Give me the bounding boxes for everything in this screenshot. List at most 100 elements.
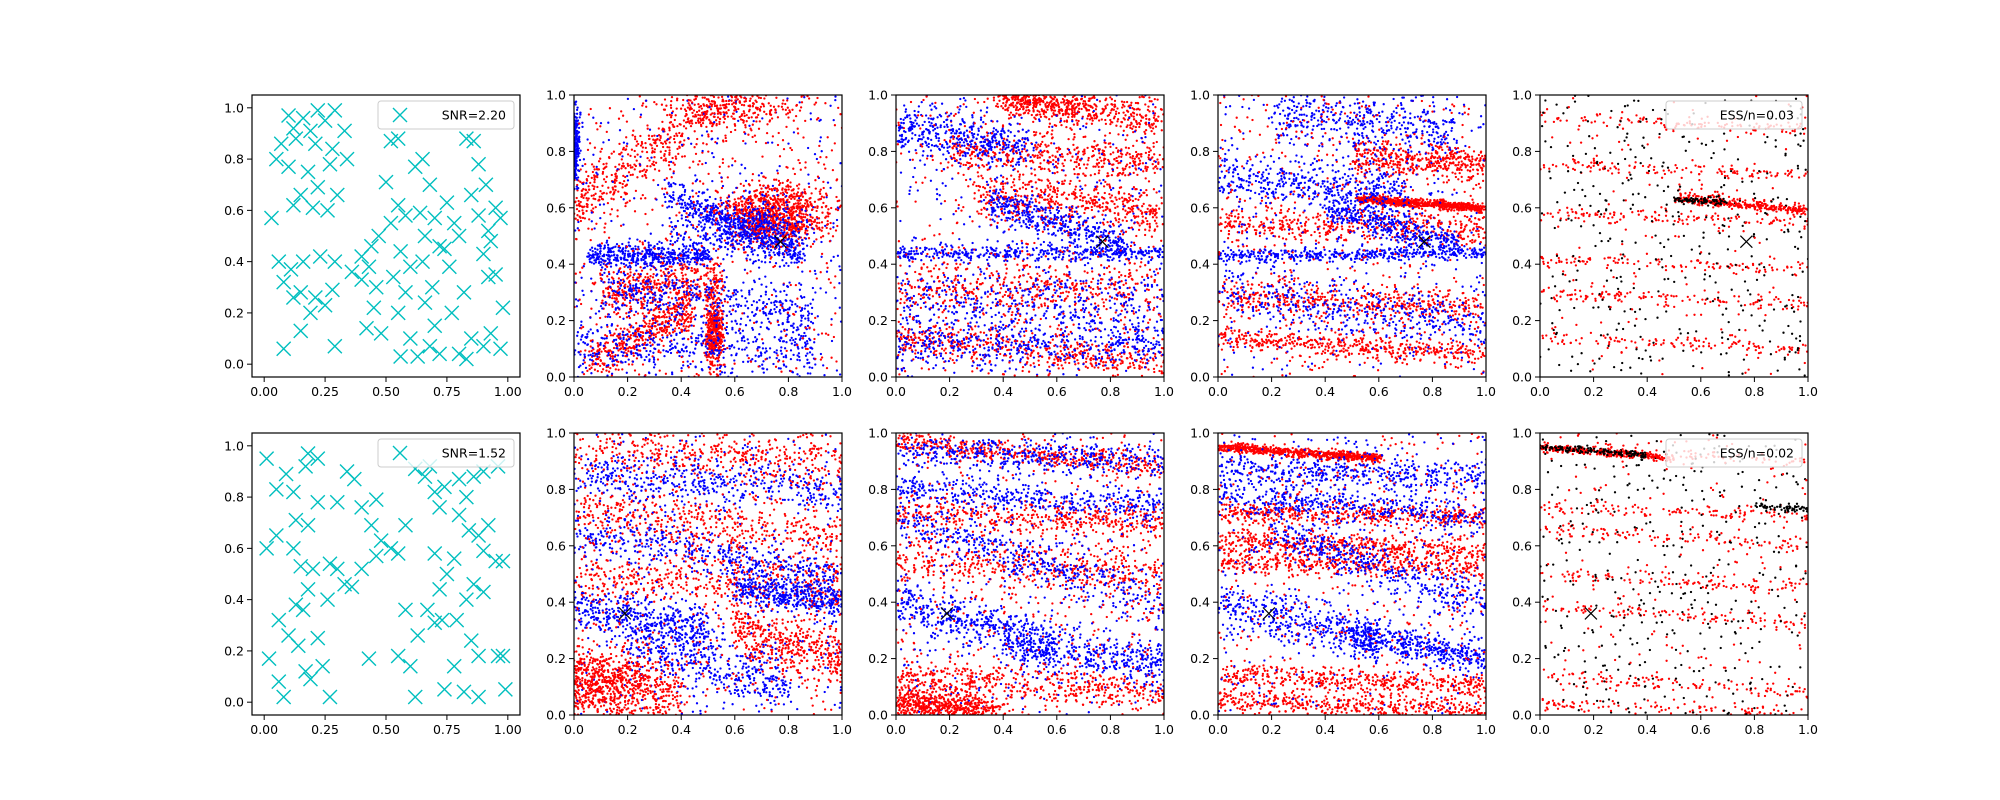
scatter-point bbox=[720, 176, 723, 179]
scatter-point bbox=[652, 293, 655, 296]
scatter-point bbox=[639, 115, 642, 119]
scatter-point bbox=[713, 120, 716, 124]
scatter-point bbox=[724, 136, 727, 140]
scatter-point bbox=[669, 344, 672, 348]
x-marker bbox=[424, 279, 440, 295]
scatter-point bbox=[745, 120, 748, 123]
scatter-point bbox=[645, 286, 648, 289]
scatter-point bbox=[655, 328, 659, 331]
scatter-point bbox=[650, 332, 654, 335]
scatter-point bbox=[746, 307, 750, 310]
scatter-point bbox=[603, 362, 606, 365]
scatter-point bbox=[680, 214, 683, 217]
scatter-point bbox=[677, 303, 680, 306]
scatter-point bbox=[613, 332, 616, 335]
scatter-point bbox=[680, 203, 684, 206]
scatter-point bbox=[611, 305, 614, 308]
scatter-point bbox=[667, 182, 670, 186]
scatter-point bbox=[707, 366, 710, 369]
scatter-point bbox=[667, 278, 670, 281]
scatter-point bbox=[709, 120, 712, 123]
scatter-point bbox=[652, 336, 655, 340]
scatter-point bbox=[650, 262, 653, 265]
scatter-point bbox=[735, 322, 739, 325]
scatter-point bbox=[662, 271, 665, 274]
scatter-point bbox=[578, 271, 582, 274]
scatter-point bbox=[835, 360, 838, 363]
scatter-point bbox=[822, 180, 825, 184]
scatter-point bbox=[633, 149, 636, 153]
scatter-point bbox=[575, 196, 578, 200]
scatter-point bbox=[696, 202, 699, 205]
scatter-point bbox=[678, 354, 681, 358]
scatter-point bbox=[714, 189, 717, 192]
scatter-point bbox=[669, 168, 672, 171]
scatter-point bbox=[589, 353, 592, 357]
scatter-point bbox=[679, 260, 682, 263]
scatter-point bbox=[680, 319, 683, 322]
scatter-point bbox=[649, 275, 652, 278]
scatter-point bbox=[808, 312, 811, 315]
scatter-point bbox=[759, 325, 762, 329]
scatter-point bbox=[675, 278, 678, 282]
scatter-point bbox=[576, 119, 580, 122]
scatter-point bbox=[609, 331, 612, 335]
scatter-point bbox=[659, 269, 663, 272]
scatter-point bbox=[629, 305, 632, 308]
scatter-point bbox=[668, 217, 671, 220]
scatter-point bbox=[604, 333, 607, 337]
scatter-point bbox=[740, 295, 744, 298]
scatter-point bbox=[759, 295, 763, 298]
scatter-point bbox=[654, 333, 657, 336]
scatter-point bbox=[786, 311, 790, 314]
scatter-point bbox=[775, 300, 778, 303]
scatter-point bbox=[627, 311, 630, 314]
scatter-point bbox=[754, 336, 757, 339]
scatter-point bbox=[693, 207, 696, 210]
scatter-point bbox=[795, 367, 798, 370]
scatter-point bbox=[780, 346, 783, 349]
scatter-point bbox=[702, 191, 706, 194]
scatter-point bbox=[716, 354, 719, 357]
scatter-point bbox=[788, 306, 791, 309]
scatter-point bbox=[607, 236, 611, 239]
scatter-point bbox=[701, 162, 704, 166]
scatter-point bbox=[575, 187, 579, 191]
scatter-point bbox=[588, 367, 591, 371]
scatter-point bbox=[578, 116, 581, 119]
scatter-point bbox=[808, 366, 811, 369]
scatter-point bbox=[746, 360, 750, 363]
scatter-point bbox=[715, 349, 718, 352]
scatter-point bbox=[619, 347, 623, 350]
scatter-point bbox=[583, 194, 586, 197]
scatter-point bbox=[784, 308, 787, 312]
scatter-point bbox=[687, 285, 691, 288]
scatter-point bbox=[682, 307, 686, 310]
scatter-point bbox=[713, 280, 716, 283]
scatter-point bbox=[710, 328, 713, 331]
scatter-point bbox=[644, 170, 647, 174]
scatter-point bbox=[607, 270, 611, 274]
scatter-point bbox=[584, 162, 587, 166]
scatter-point bbox=[830, 206, 833, 210]
scatter-point bbox=[822, 196, 826, 199]
scatter-point bbox=[768, 347, 772, 350]
scatter-point bbox=[690, 266, 693, 270]
scatter-point bbox=[641, 150, 644, 153]
scatter-point bbox=[709, 305, 713, 308]
scatter-point bbox=[693, 293, 696, 296]
scatter-point bbox=[695, 143, 698, 146]
scatter-point bbox=[777, 367, 781, 370]
scatter-point bbox=[712, 277, 716, 280]
scatter-point bbox=[635, 269, 638, 272]
scatter-point bbox=[751, 172, 755, 176]
scatter-point bbox=[629, 164, 632, 167]
scatter-point bbox=[687, 366, 690, 369]
scatter-point bbox=[630, 307, 633, 311]
scatter-point bbox=[602, 262, 605, 266]
x-marker bbox=[427, 210, 443, 226]
scatter-point bbox=[734, 203, 738, 206]
scatter-point bbox=[814, 363, 817, 366]
scatter-point bbox=[665, 302, 668, 306]
scatter-point bbox=[719, 351, 723, 354]
